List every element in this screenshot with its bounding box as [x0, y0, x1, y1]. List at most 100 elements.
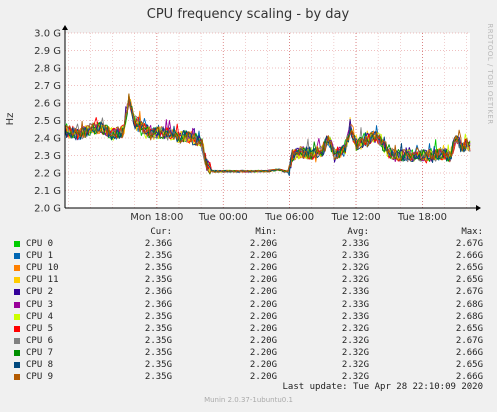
- series-line-cpu-10: [64, 98, 471, 177]
- header-cur: Cur:: [150, 227, 172, 237]
- legend-min-value: 2.20G: [249, 311, 277, 322]
- legend-cur-value: 2.35G: [144, 347, 172, 358]
- legend-min-value: 2.20G: [249, 275, 277, 286]
- x-tick-label: Tue 06:00: [264, 212, 314, 223]
- legend-cur-value: 2.36G: [144, 287, 172, 298]
- header-max: Max:: [461, 227, 483, 237]
- axes: [62, 25, 481, 211]
- legend-swatch: [14, 362, 20, 368]
- legend-max-value: 2.65G: [455, 263, 483, 274]
- x-tick-labels: Mon 18:00 Tue 00:00 Tue 06:00 Tue 12:00 Tue …: [130, 212, 447, 223]
- legend-min-value: 2.20G: [249, 347, 277, 358]
- rrdtool-watermark: RRDTOOL / TOBI OETIKER: [486, 23, 494, 124]
- x-tick-label: Tue 18:00: [397, 212, 447, 223]
- legend-max-value: 2.68G: [455, 311, 483, 322]
- legend-max-value: 2.67G: [455, 287, 483, 298]
- legend-row: CPU 1 2.35G 2.20G 2.33G 2.66G: [0, 250, 497, 262]
- legend-swatch: [14, 301, 20, 308]
- y-tick-label: 2.5 G: [34, 116, 61, 127]
- legend-row: CPU 2 2.36G 2.20G 2.33G 2.67G: [0, 286, 497, 298]
- legend-max-value: 2.66G: [455, 251, 483, 262]
- legend-avg-value: 2.32G: [341, 275, 369, 286]
- legend-max-value: 2.67G: [455, 239, 483, 249]
- legend-min-value: 2.20G: [249, 239, 277, 249]
- legend-max-value: 2.68G: [455, 299, 483, 310]
- legend-cpu-name: CPU 2: [26, 287, 54, 298]
- legend-avg-value: 2.33G: [341, 311, 369, 322]
- legend-cpu-name: CPU 4: [26, 311, 54, 322]
- legend-min-value: 2.20G: [249, 323, 277, 334]
- legend-avg-value: 2.32G: [341, 372, 369, 383]
- y-tick-label: 2.7 G: [34, 81, 61, 92]
- legend-avg-value: 2.33G: [341, 287, 369, 298]
- legend-swatch: [14, 349, 20, 356]
- legend-avg-value: 2.32G: [341, 263, 369, 274]
- legend-cur-value: 2.35G: [144, 372, 172, 383]
- y-axis-arrow: [62, 25, 68, 30]
- legend-cpu-name: CPU 11: [26, 275, 59, 286]
- legend-row: CPU 10 2.35G 2.20G 2.32G 2.65G: [0, 262, 497, 274]
- legend-min-value: 2.20G: [249, 251, 277, 262]
- legend-avg-value: 2.32G: [341, 347, 369, 358]
- y-axis-label: Hz: [5, 113, 16, 126]
- legend-swatch: [14, 337, 20, 344]
- legend-cur-value: 2.36G: [144, 299, 172, 310]
- legend-max-value: 2.66G: [455, 372, 483, 383]
- legend-avg-value: 2.32G: [341, 323, 369, 334]
- legend-row: CPU 4 2.35G 2.20G 2.33G 2.68G: [0, 311, 497, 323]
- legend-cur-value: 2.35G: [144, 335, 172, 346]
- legend-cpu-name: CPU 9: [26, 372, 54, 383]
- legend-avg-value: 2.33G: [341, 239, 369, 249]
- legend-cur-value: 2.35G: [144, 323, 172, 334]
- x-axis-arrow: [476, 205, 481, 211]
- legend-swatch: [14, 241, 20, 247]
- legend-cur-value: 2.35G: [144, 263, 172, 274]
- cpu-frequency-chart: CPU frequency scaling - by day Hz RRDTOO…: [5, 7, 494, 223]
- legend-max-value: 2.65G: [455, 323, 483, 334]
- header-avg: Avg:: [347, 227, 369, 237]
- legend-row: CPU 9 2.35G 2.20G 2.32G 2.66G: [0, 371, 497, 383]
- y-tick-label: 2.1 G: [34, 186, 61, 197]
- legend-max-value: 2.65G: [455, 360, 483, 370]
- legend-min-value: 2.20G: [249, 360, 277, 370]
- legend-cpu-name: CPU 1: [26, 251, 54, 262]
- y-tick-label: 3.0 G: [34, 29, 61, 40]
- legend-min-value: 2.20G: [249, 335, 277, 346]
- legend-avg-value: 2.32G: [341, 360, 369, 370]
- legend-cur-value: 2.35G: [144, 251, 172, 262]
- legend-swatch: [14, 265, 20, 272]
- x-tick-label: Tue 00:00: [198, 212, 248, 223]
- y-tick-label: 2.3 G: [34, 151, 61, 162]
- y-tick-label: 2.2 G: [34, 169, 61, 180]
- munin-version-footer: Munin 2.0.37-1ubuntu0.1: [204, 396, 293, 404]
- legend-row: CPU 11 2.35G 2.20G 2.32G 2.65G: [0, 274, 497, 286]
- legend-swatch: [14, 313, 20, 320]
- legend-cur-value: 2.36G: [144, 239, 172, 249]
- y-tick-label: 2.8 G: [34, 64, 61, 75]
- header-min: Min:: [255, 227, 277, 237]
- series-line-cpu-11: [64, 93, 471, 174]
- y-tick-label: 2.6 G: [34, 99, 61, 110]
- legend-max-value: 2.65G: [455, 275, 483, 286]
- legend-cpu-name: CPU 0: [26, 239, 54, 249]
- legend-cpu-name: CPU 8: [26, 360, 54, 370]
- legend-min-value: 2.20G: [249, 299, 277, 310]
- y-tick-label: 2.4 G: [34, 134, 61, 145]
- legend-swatch: [14, 289, 20, 296]
- legend-min-value: 2.20G: [249, 372, 277, 383]
- legend-cpu-name: CPU 7: [26, 347, 54, 358]
- legend-cpu-name: CPU 5: [26, 323, 54, 334]
- legend-max-value: 2.67G: [455, 335, 483, 346]
- legend-swatch: [14, 374, 20, 381]
- legend-cpu-name: CPU 3: [26, 299, 54, 310]
- chart-title: CPU frequency scaling - by day: [147, 7, 350, 22]
- series-lines: [64, 93, 471, 177]
- legend-avg-value: 2.33G: [341, 299, 369, 310]
- legend-avg-value: 2.33G: [341, 251, 369, 262]
- legend-row: CPU 0 2.36G 2.20G 2.33G 2.67G: [0, 238, 497, 250]
- legend-avg-value: 2.32G: [341, 335, 369, 346]
- legend-row: CPU 3 2.36G 2.20G 2.33G 2.68G: [0, 299, 497, 311]
- legend-cur-value: 2.35G: [144, 311, 172, 322]
- legend-cpu-name: CPU 10: [26, 263, 59, 274]
